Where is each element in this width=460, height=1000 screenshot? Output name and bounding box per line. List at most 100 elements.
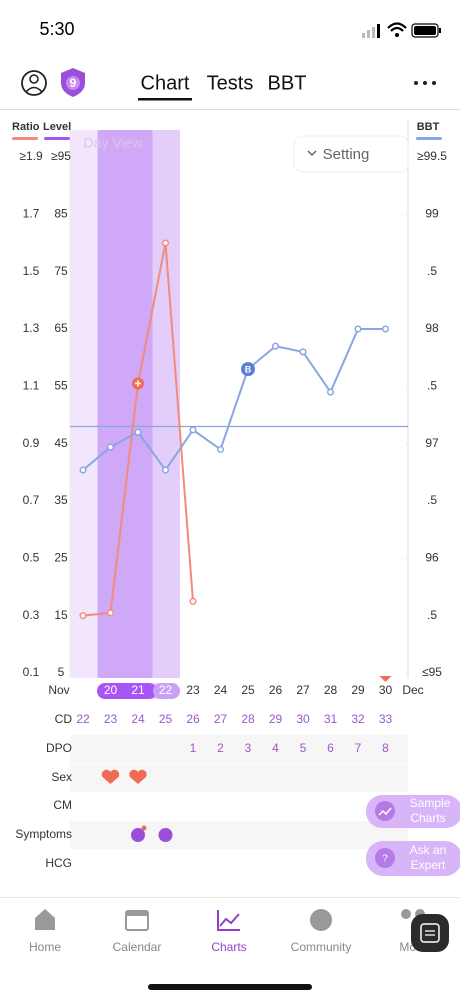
dpo-value: 6 [327, 741, 334, 755]
tick-label: 55 [54, 379, 68, 393]
button-label: Ask an [410, 843, 447, 857]
x-tick-label: 23 [186, 683, 200, 697]
dpo-value: 3 [245, 741, 252, 755]
dpo-value: 1 [190, 741, 197, 755]
tab[interactable]: Tests [207, 72, 254, 94]
tick-label: ≤95 [422, 665, 442, 679]
button-label: Sample [410, 796, 451, 810]
nav-label: Community [291, 940, 352, 954]
y-axis-title: Ratio [12, 121, 40, 133]
row-label: Sex [51, 770, 72, 784]
point [79, 466, 87, 474]
tick-label: .5 [427, 493, 437, 507]
today-marker [379, 676, 392, 682]
tick-label: ≥99.5 [417, 149, 447, 163]
dpo-value: 5 [300, 741, 307, 755]
date-pill [153, 683, 180, 699]
level-axis-title: Level [43, 121, 71, 133]
x-label: Nov [48, 683, 69, 697]
symptom-icon [158, 828, 173, 842]
nav-label: Home [29, 940, 61, 954]
nav-calendar[interactable]: Calendar [113, 910, 162, 954]
point [161, 239, 170, 247]
cd-value: 29 [269, 712, 283, 726]
tick-label: 1.5 [23, 264, 40, 278]
x-tick-label: 30 [379, 683, 393, 697]
tick-label: 15 [54, 608, 68, 622]
legend-swatch [12, 137, 38, 140]
tab[interactable]: BBT [268, 72, 307, 94]
point [189, 597, 197, 605]
cd-value: 27 [214, 712, 228, 726]
x-tick-label: 28 [324, 683, 338, 697]
status-icons [362, 22, 441, 38]
band [152, 130, 180, 678]
legend-swatch [44, 137, 70, 140]
point [299, 348, 307, 356]
dpo-value: 8 [382, 741, 389, 755]
badge[interactable]: 9 [61, 68, 85, 97]
more-menu[interactable] [414, 81, 436, 85]
row-shade [70, 764, 408, 792]
tab-underline [138, 98, 192, 101]
setting-dropdown[interactable]: Setting [293, 135, 409, 173]
nav-charts[interactable]: Charts [211, 910, 247, 954]
point [326, 388, 335, 396]
row-label: DPO [46, 741, 72, 755]
tick-label: 0.5 [23, 551, 40, 565]
point [271, 342, 280, 350]
band [70, 130, 98, 678]
tick-label: 35 [54, 493, 68, 507]
cd-value: 32 [351, 712, 365, 726]
tick-label: .5 [427, 379, 437, 393]
tick-label: 98 [425, 321, 439, 335]
tick-label: 45 [54, 436, 68, 450]
point [79, 612, 87, 620]
dpo-value: 2 [217, 741, 224, 755]
cd-value: 28 [241, 712, 255, 726]
row-label: HCG [45, 856, 72, 870]
tick-label: 65 [54, 321, 68, 335]
sample-charts-button[interactable]: Sample Charts [366, 795, 460, 828]
tick-label: .5 [427, 608, 437, 622]
x-tick-label: 21 [131, 683, 145, 697]
scan-button[interactable] [411, 914, 449, 952]
point [189, 426, 197, 434]
point [134, 428, 142, 436]
tick-label: .5 [427, 264, 437, 278]
x-tick-label: 26 [269, 683, 283, 697]
chart: Ratio Level BBT ≥1.9 1.7 1.5 1.3 1.1 0.9 0.7 0.5 0.… [12, 120, 447, 679]
x-tick-label: 29 [351, 683, 365, 697]
cd-value: 30 [296, 712, 310, 726]
tick-label: 0.9 [23, 436, 40, 450]
tick-label: 0.3 [23, 608, 40, 622]
tick-label: 1.1 [23, 379, 40, 393]
y2-axis-title: BBT [417, 121, 440, 133]
tick-label: ≥1.9 [19, 149, 43, 163]
tick-label: 75 [54, 264, 68, 278]
point [106, 443, 115, 451]
nav-community[interactable]: Community [291, 909, 352, 954]
profile-icon[interactable] [21, 70, 47, 96]
point [216, 445, 225, 453]
point [161, 466, 170, 474]
dpo-value: 4 [272, 741, 279, 755]
button-icon: ? [382, 854, 388, 865]
cd-value: 25 [159, 712, 173, 726]
row-label: Symptoms [15, 827, 72, 841]
ask-expert-button[interactable]: ? Ask an Expert [366, 841, 460, 876]
divider [0, 109, 460, 110]
button-label: Charts [410, 811, 445, 825]
home-indicator [148, 984, 312, 990]
tick-label: 1.7 [23, 207, 40, 221]
band [97, 130, 153, 678]
nav-home[interactable]: Home [29, 909, 61, 954]
tab[interactable]: Chart [141, 72, 190, 94]
x-tick-label: 20 [104, 683, 118, 697]
view-label: Day View [84, 135, 144, 151]
button-label: Expert [411, 858, 446, 872]
test-icon-plus [135, 380, 141, 387]
legend-swatch [416, 137, 442, 140]
nav-divider [0, 897, 460, 898]
